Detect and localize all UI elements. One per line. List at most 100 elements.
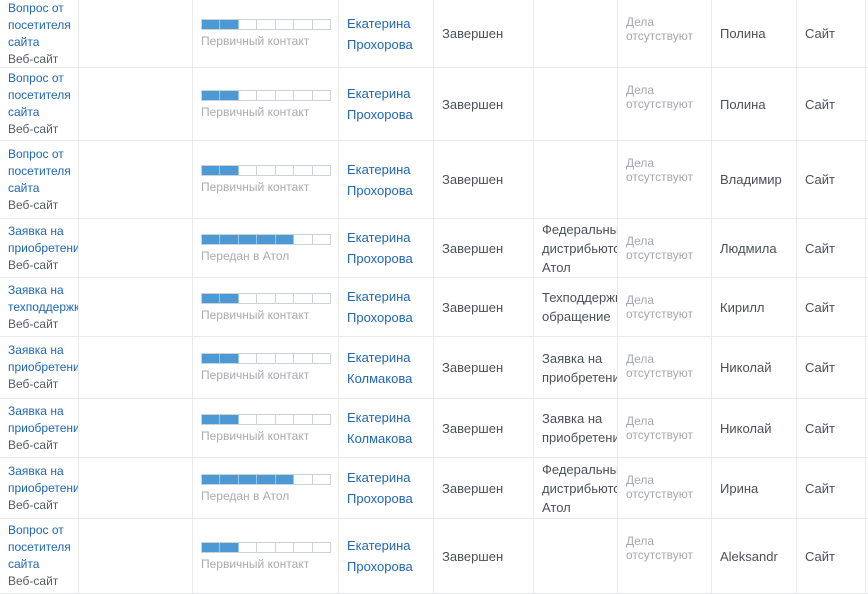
source-cell: Сайт — [797, 458, 866, 518]
assignee-cell: Екатерина Прохорова — [339, 0, 434, 67]
stage-segment — [294, 542, 313, 552]
stage-segment — [239, 90, 258, 100]
contact-name: Ирина — [720, 480, 759, 496]
stage-cell: Передан в Атол — [193, 219, 339, 277]
type-cell — [534, 519, 618, 593]
empty-cell — [79, 337, 193, 398]
stage-segment — [276, 166, 295, 175]
stage-segment — [220, 166, 239, 175]
activities-cell: Дела отсутствуют — [618, 399, 712, 457]
stage-segment — [220, 20, 239, 29]
stage-segment — [220, 474, 239, 484]
lead-title-link[interactable]: Заявка на техподдержку — [8, 282, 79, 314]
activities-cell: Дела отсутствуют — [618, 68, 712, 140]
assignee-link[interactable]: Екатерина Прохорова — [347, 289, 413, 325]
type-text: Техподдержка-обращение — [542, 290, 618, 324]
stage-segment — [202, 90, 221, 100]
stage-segment — [313, 543, 330, 552]
source-cell: Сайт — [797, 219, 866, 277]
contact-cell: Aleksandr — [712, 519, 797, 593]
lead-title-link[interactable]: Вопрос от посетителя сайта — [8, 0, 71, 49]
stage-segment — [202, 354, 221, 363]
assignee-link[interactable]: Екатерина Прохорова — [347, 538, 413, 574]
empty-cell — [79, 458, 193, 518]
stage-cell: Первичный контакт — [193, 278, 339, 336]
stage-label: Первичный контакт — [201, 307, 310, 322]
assignee-cell: Екатерина Колмакова — [339, 399, 434, 457]
stage-segment — [220, 90, 239, 100]
contact-cell: Кирилл — [712, 278, 797, 336]
stage-progress-bar[interactable] — [201, 19, 331, 30]
assignee-cell: Екатерина Колмакова — [339, 337, 434, 398]
lead-title-link[interactable]: Вопрос от посетителя сайта — [8, 146, 71, 195]
table-row: Вопрос от посетителя сайта Веб-сайт Перв… — [0, 0, 868, 68]
empty-cell — [79, 68, 193, 140]
source-cell: Сайт — [797, 68, 866, 140]
assignee-cell: Екатерина Прохорова — [339, 458, 434, 518]
stage-segment — [202, 234, 221, 244]
assignee-link[interactable]: Екатерина Колмакова — [347, 349, 413, 386]
stage-progress-bar[interactable] — [201, 89, 331, 101]
assignee-link[interactable]: Екатерина Прохорова — [347, 230, 413, 266]
activities-cell: Дела отсутствуют — [618, 458, 712, 518]
stage-label: Первичный контакт — [201, 104, 310, 119]
lead-title-link[interactable]: Заявка на приобретение — [8, 403, 79, 435]
stage-progress-bar[interactable] — [201, 233, 331, 245]
type-text: Заявка на приобретение — [542, 350, 617, 385]
lead-channel-label: Веб-сайт — [8, 437, 59, 452]
contact-name: Aleksandr — [720, 548, 778, 564]
stage-progress-bar[interactable] — [201, 413, 331, 425]
assignee-link[interactable]: Екатерина Прохорова — [347, 15, 413, 52]
source-cell: Сайт — [797, 519, 866, 593]
lead-title-link[interactable]: Вопрос от посетителя сайта — [8, 71, 71, 119]
table-row: Вопрос от посетителя сайта Веб-сайт Перв… — [0, 141, 868, 219]
stage-segment — [257, 542, 276, 552]
lead-title-cell: Вопрос от посетителя сайта Веб-сайт — [0, 0, 79, 67]
assignee-cell: Екатерина Прохорова — [339, 68, 434, 140]
source-cell: Сайт — [797, 337, 866, 398]
assignee-link[interactable]: Екатерина Прохорова — [347, 470, 413, 506]
lead-title-link[interactable]: Заявка на приобретение — [8, 343, 79, 374]
stage-segment — [313, 415, 330, 424]
stage-progress-bar[interactable] — [201, 541, 331, 553]
assignee-cell: Екатерина Прохорова — [339, 141, 434, 218]
assignee-link[interactable]: Екатерина Колмакова — [347, 410, 413, 446]
stage-segment — [202, 20, 221, 29]
stage-segment — [276, 90, 295, 100]
lead-channel-label: Веб-сайт — [8, 377, 59, 391]
stage-segment — [220, 542, 239, 552]
contact-cell: Николай — [712, 399, 797, 457]
stage-segment — [202, 414, 221, 424]
status-text: Завершен — [442, 240, 504, 256]
type-text: Федеральный дистрибьютор Атол — [542, 221, 618, 275]
stage-progress-bar[interactable] — [201, 292, 331, 304]
type-cell — [534, 141, 618, 218]
stage-progress-bar[interactable] — [201, 473, 331, 485]
stage-progress-bar[interactable] — [201, 165, 331, 176]
stage-segment — [313, 166, 330, 175]
assignee-link[interactable]: Екатерина Прохорова — [347, 161, 413, 198]
stage-segment — [239, 20, 258, 29]
stage-segment — [202, 293, 221, 303]
stage-segment — [239, 414, 258, 424]
stage-segment — [220, 354, 239, 363]
activities-cell: Дела отсутствуют — [618, 0, 712, 67]
empty-cell — [79, 219, 193, 277]
contact-name: Николай — [720, 420, 772, 436]
lead-title-link[interactable]: Вопрос от посетителя сайта — [8, 523, 71, 571]
assignee-cell: Екатерина Прохорова — [339, 278, 434, 336]
stage-segment — [294, 166, 313, 175]
lead-title-link[interactable]: Заявка на приобретение — [8, 223, 79, 255]
source-text: Сайт — [805, 480, 835, 496]
lead-title-link[interactable]: Заявка на приобретение — [8, 463, 79, 495]
stage-cell: Передан в Атол — [193, 458, 339, 518]
stage-segment — [239, 542, 258, 552]
stage-segment — [276, 293, 295, 303]
contact-cell: Полина — [712, 68, 797, 140]
assignee-link[interactable]: Екатерина Прохорова — [347, 86, 413, 122]
stage-progress-bar[interactable] — [201, 353, 331, 364]
lead-title-cell: Вопрос от посетителя сайта Веб-сайт — [0, 68, 79, 140]
source-cell: Сайт — [797, 278, 866, 336]
stage-segment — [257, 234, 276, 244]
